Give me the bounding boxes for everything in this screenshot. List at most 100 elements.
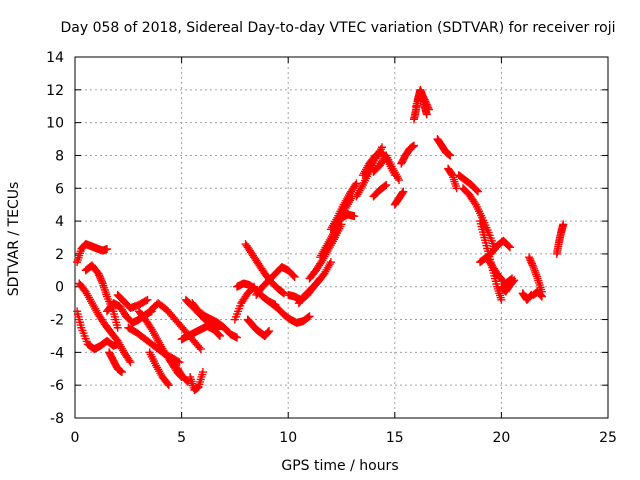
data-point — [233, 333, 242, 342]
y-tick-label: -4 — [50, 345, 64, 361]
data-point — [195, 343, 204, 352]
x-tick-labels: 0 5 10 15 20 25 — [71, 430, 617, 446]
chart-title: Day 058 of 2018, Sidereal Day-to-day VTE… — [60, 20, 615, 36]
data-point — [424, 103, 433, 112]
data-point — [472, 186, 481, 195]
data-point — [352, 179, 361, 188]
x-tick-label: 0 — [71, 430, 80, 446]
data-point — [531, 268, 540, 277]
x-tick-label: 25 — [599, 430, 617, 446]
y-tick-label: 4 — [55, 214, 64, 230]
series-sat-ap — [486, 236, 514, 258]
series-sat-at — [525, 253, 546, 296]
data-point — [263, 328, 272, 337]
data-point — [398, 188, 407, 197]
data-point — [382, 180, 391, 189]
y-tick-label: -2 — [50, 313, 64, 329]
data-point — [304, 313, 313, 322]
axis-ticks — [74, 56, 609, 419]
series-sat-ah — [397, 141, 418, 168]
series-sat-y — [305, 220, 346, 283]
series-sat-ab — [337, 210, 359, 222]
series-sat-c — [75, 279, 135, 367]
data-point — [395, 176, 404, 185]
data-point — [196, 345, 205, 354]
data-point — [422, 110, 431, 119]
data-point — [279, 289, 288, 298]
data-point — [325, 260, 334, 269]
y-tick-label: -8 — [50, 411, 64, 427]
y-tick-label: 6 — [55, 181, 64, 197]
data-point — [559, 220, 568, 229]
data-point — [290, 272, 299, 281]
data-point — [142, 296, 151, 305]
series-sat-x — [294, 258, 335, 308]
data-point — [265, 327, 274, 336]
series-sat-b — [73, 307, 122, 354]
series-sat-t — [243, 315, 274, 340]
data-point — [409, 141, 418, 150]
data-point — [264, 327, 273, 336]
data-point — [351, 180, 360, 189]
data-point — [529, 263, 538, 272]
series-sat-u — [252, 263, 299, 299]
data-point — [113, 323, 122, 332]
data-point — [537, 291, 546, 300]
data-point — [424, 105, 433, 114]
data-point — [381, 181, 390, 190]
data-point — [326, 258, 335, 267]
y-tick-label: 2 — [55, 247, 64, 263]
series-sat-av — [552, 220, 568, 258]
series-sat-p — [181, 295, 222, 334]
data-point — [497, 295, 506, 304]
data-point — [98, 277, 107, 286]
x-tick-label: 20 — [492, 430, 510, 446]
series-sat-l — [166, 356, 192, 386]
data-point — [532, 270, 541, 279]
data-point — [143, 295, 152, 304]
data-points — [73, 85, 568, 395]
data-point — [508, 277, 517, 286]
data-point — [528, 261, 537, 270]
data-point — [473, 187, 482, 196]
series-sat-af — [369, 180, 391, 201]
data-point — [163, 379, 172, 388]
data-point — [530, 266, 539, 275]
data-point — [510, 276, 519, 285]
data-point — [278, 288, 287, 297]
series-sat-v — [267, 299, 314, 327]
data-point — [537, 292, 546, 301]
data-point — [446, 151, 455, 160]
y-tick-label: 12 — [46, 83, 64, 99]
data-point — [126, 358, 135, 367]
data-point — [509, 276, 518, 285]
series-sat-n — [186, 368, 207, 395]
data-point — [393, 174, 402, 183]
data-point — [530, 264, 539, 273]
data-point — [102, 244, 111, 253]
data-point — [215, 331, 224, 340]
data-point — [198, 368, 207, 377]
data-point — [213, 325, 222, 334]
y-axis-label: SDTVAR / TECUs — [6, 182, 22, 297]
data-point — [525, 292, 534, 301]
series-sat-am — [454, 171, 482, 196]
y-tick-label: -6 — [50, 378, 64, 394]
series-sat-ak — [433, 135, 455, 160]
y-tick-label: 0 — [55, 280, 64, 296]
y-tick-labels: -8 -6 -4 -2 0 2 4 6 8 10 12 14 — [46, 50, 64, 427]
data-point — [305, 312, 314, 321]
data-point — [175, 358, 184, 367]
data-point — [327, 232, 336, 241]
data-point — [214, 330, 223, 339]
y-tick-label: 8 — [55, 148, 64, 164]
data-point — [399, 187, 408, 196]
data-point — [125, 356, 134, 365]
data-point — [164, 381, 173, 390]
series-sat-ae — [369, 151, 404, 185]
x-tick-label: 15 — [386, 430, 404, 446]
series-sat-j — [145, 348, 173, 390]
data-point — [350, 212, 359, 221]
x-axis-label: GPS time / hours — [281, 458, 398, 474]
